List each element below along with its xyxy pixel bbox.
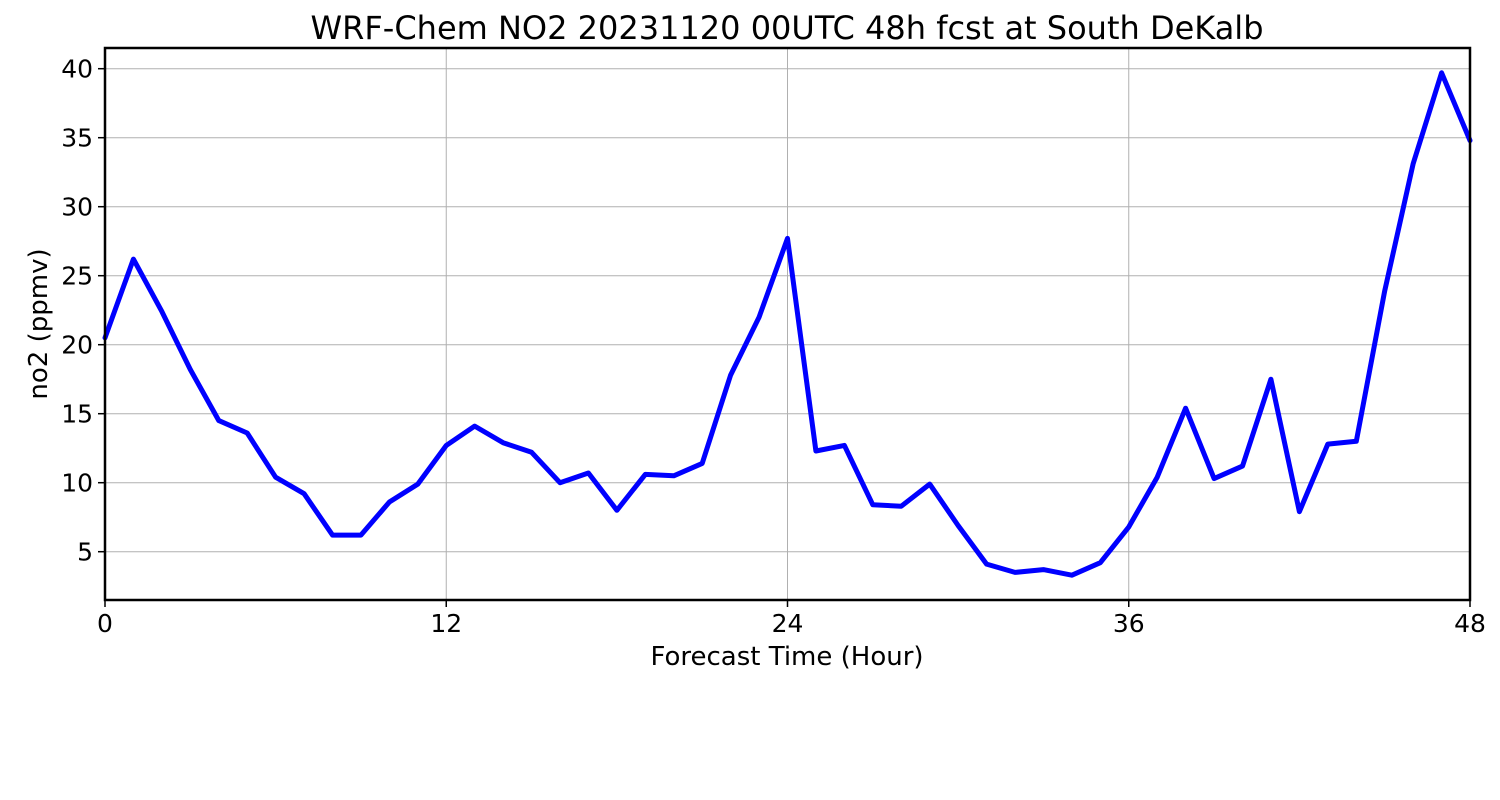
y-tick-label-5: 5 [77,538,93,567]
y-tick-label-30: 30 [61,193,93,222]
x-tick-label-36: 36 [1113,609,1145,638]
x-tick-label-48: 48 [1454,609,1486,638]
y-tick-label-15: 15 [61,400,93,429]
x-tick-label-24: 24 [772,609,804,638]
series-layer [102,70,1473,578]
x-axis-label: Forecast Time (Hour) [650,642,923,672]
chart-title: WRF-Chem NO2 20231120 00UTC 48h fcst at … [311,9,1264,47]
y-axis-label: no2 (ppmv) [24,248,54,399]
y-tick-label-20: 20 [61,331,93,360]
y-tick-label-35: 35 [61,124,93,153]
y-tick-label-10: 10 [61,469,93,498]
y-tick-label-25: 25 [61,262,93,291]
grid [104,48,1471,600]
y-tick-label-40: 40 [61,55,93,84]
series-line-0 [102,70,1473,578]
x-tick-label-12: 12 [430,609,462,638]
ticks: 0 12 24 36 48 5 10 15 20 25 30 35 40 [61,55,1486,638]
x-tick-label-0: 0 [97,609,113,638]
